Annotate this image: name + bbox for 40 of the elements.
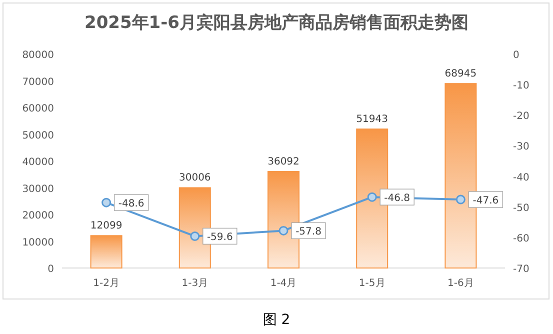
data-label: 36092 bbox=[268, 156, 300, 168]
bar bbox=[90, 235, 122, 268]
x-tick-label: 1-5月 bbox=[358, 278, 386, 289]
x-tick-label: 1-6月 bbox=[448, 278, 474, 289]
y2-tick-label: -70 bbox=[513, 264, 530, 275]
y-tick-label: 80000 bbox=[22, 50, 54, 61]
y-tick-label: 40000 bbox=[22, 157, 54, 168]
y-tick-label: 0 bbox=[48, 264, 54, 275]
y-tick-label: 30000 bbox=[22, 184, 54, 195]
y-tick-label: 50000 bbox=[22, 130, 54, 142]
x-tick-label: 1-2月 bbox=[93, 278, 120, 289]
data-label: 12099 bbox=[90, 220, 122, 232]
data-label: -59.6 bbox=[206, 232, 233, 244]
y2-tick-label: -60 bbox=[513, 233, 530, 244]
y2-tick-label: -50 bbox=[513, 202, 530, 214]
caption: 图 2 bbox=[262, 312, 290, 328]
point bbox=[102, 198, 112, 208]
data-label: -47.6 bbox=[472, 196, 499, 207]
data-label: 30006 bbox=[178, 172, 211, 184]
y2-tick-label: -10 bbox=[513, 80, 530, 92]
data-label: -46.8 bbox=[384, 193, 410, 204]
x-tick-label: 1-3月 bbox=[182, 278, 208, 289]
y-tick-label: 60000 bbox=[22, 104, 54, 114]
x-tick-label: 1-4月 bbox=[270, 278, 297, 289]
y2-tick-label: -40 bbox=[513, 172, 530, 184]
point bbox=[456, 194, 466, 204]
y-tick-label: 20000 bbox=[22, 210, 54, 222]
point bbox=[190, 231, 200, 241]
data-label: 68945 bbox=[444, 68, 477, 80]
point bbox=[367, 192, 377, 202]
data-label: -48.6 bbox=[118, 198, 144, 210]
data-label: 51943 bbox=[356, 114, 388, 126]
y2-tick-label: -20 bbox=[513, 111, 530, 122]
y2-tick-label: -30 bbox=[513, 142, 530, 153]
data-label: -57.8 bbox=[296, 226, 322, 238]
y2-tick-label: 0 bbox=[513, 50, 520, 61]
point bbox=[278, 226, 288, 236]
y-tick-label: 10000 bbox=[22, 237, 54, 248]
y-tick-label: 70000 bbox=[22, 76, 54, 88]
chart-title: 2025年1-6月宾阳县房地产商品房销售面积走势图 bbox=[84, 13, 469, 33]
